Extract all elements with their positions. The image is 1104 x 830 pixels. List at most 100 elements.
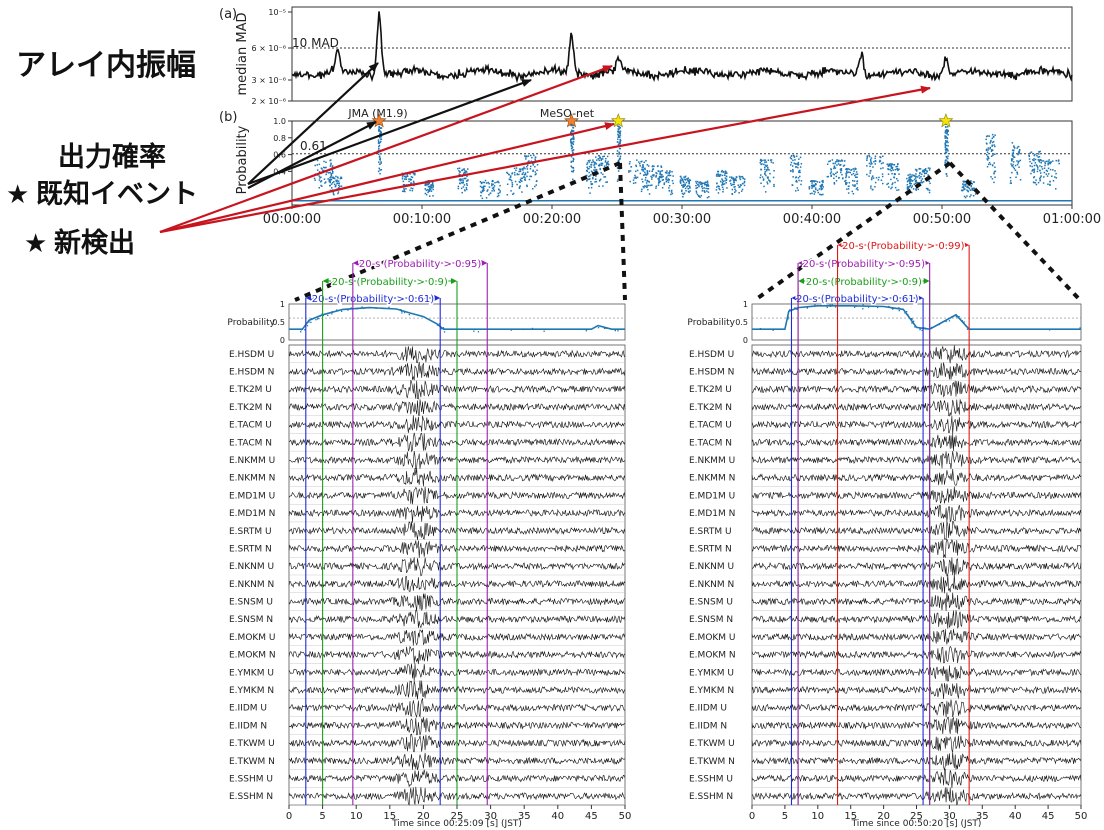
probability-point — [640, 190, 643, 193]
probability-point — [378, 161, 380, 163]
probability-point — [337, 182, 339, 184]
probability-point — [906, 188, 909, 191]
probability-point — [377, 140, 380, 143]
probability-point — [401, 176, 404, 178]
probability-point — [718, 174, 720, 177]
probability-point — [764, 168, 766, 171]
probability-point — [946, 175, 948, 177]
probability-point — [636, 176, 639, 179]
probability-point — [811, 187, 813, 189]
probability-point — [1047, 167, 1050, 170]
probability-point — [649, 184, 652, 187]
zoom-prob-point — [796, 308, 798, 310]
event-label-jma: JMA (M1.9) — [347, 107, 407, 120]
probability-point — [532, 162, 534, 165]
probability-point — [817, 191, 819, 194]
probability-point — [635, 170, 637, 173]
probability-point — [1049, 168, 1052, 171]
zoom-prob-point — [930, 326, 933, 329]
probability-point — [521, 180, 523, 182]
probability-point — [789, 169, 792, 172]
station-label: E.TK2M U — [229, 385, 272, 395]
zoom-prob-point — [892, 308, 894, 310]
probability-point — [431, 187, 433, 189]
probability-point — [506, 183, 509, 185]
panel-b-xtick-label: 01:00:00 — [1043, 212, 1101, 227]
probability-point — [658, 170, 660, 172]
probability-point — [892, 169, 894, 171]
probability-point — [987, 149, 989, 151]
probability-point — [492, 183, 494, 186]
zoom-prob-point — [401, 310, 403, 312]
probability-point — [320, 180, 323, 182]
probability-point — [833, 173, 835, 176]
probability-point — [684, 184, 686, 186]
probability-point — [634, 174, 636, 177]
probability-point — [810, 180, 812, 182]
probability-point — [794, 159, 796, 161]
probability-point — [840, 164, 842, 166]
probability-point — [965, 182, 968, 185]
probability-point — [1039, 177, 1041, 180]
probability-point — [401, 178, 404, 180]
zoom-prob-point — [300, 329, 302, 331]
probability-point — [653, 174, 655, 176]
zoom-prob-point — [806, 307, 808, 309]
probability-point — [913, 178, 916, 181]
probability-point — [1041, 166, 1043, 168]
probability-point — [887, 168, 889, 170]
probability-point — [820, 194, 823, 196]
station-label: E.TK2M N — [689, 403, 732, 413]
probability-point — [660, 170, 662, 173]
probability-point — [331, 172, 334, 174]
probability-point — [962, 181, 965, 183]
probability-point — [334, 185, 337, 188]
zoom-prob-point — [854, 306, 856, 308]
probability-point — [331, 181, 334, 184]
probability-point — [966, 186, 968, 189]
probability-point — [797, 163, 800, 166]
probability-point — [695, 184, 697, 187]
probability-point — [1014, 164, 1017, 167]
probability-point — [380, 161, 382, 163]
probability-point — [572, 178, 574, 181]
probability-point — [655, 175, 657, 177]
probability-point — [318, 171, 321, 173]
probability-point — [1030, 172, 1032, 175]
probability-point — [1014, 169, 1017, 171]
probability-point — [695, 182, 698, 184]
probability-point — [986, 135, 989, 137]
probability-point — [964, 183, 966, 186]
known-events-annotation: 既知イベント — [36, 179, 198, 210]
zoom-prob-point — [898, 310, 900, 312]
probability-point — [1049, 184, 1051, 186]
probability-point — [915, 173, 917, 175]
probability-point — [1016, 163, 1019, 166]
probability-point — [645, 182, 648, 184]
probability-point — [972, 195, 975, 197]
probability-point — [458, 173, 460, 175]
zoom-connector — [294, 161, 621, 302]
probability-point — [927, 187, 929, 190]
window-arrowhead-left — [798, 260, 805, 266]
probability-point — [945, 151, 948, 154]
probability-point — [836, 160, 838, 163]
station-label: E.MD1M U — [229, 491, 275, 501]
station-label: E.SSHM U — [229, 774, 273, 784]
probability-point — [651, 170, 653, 172]
probability-point — [741, 188, 744, 191]
probability-point — [589, 178, 591, 180]
probability-point — [1030, 151, 1033, 153]
panel-a-label: (a) — [219, 7, 237, 22]
probability-point — [671, 180, 674, 182]
probability-point — [796, 187, 799, 189]
probability-point — [829, 172, 832, 175]
probability-point — [514, 174, 516, 176]
probability-point — [1032, 181, 1035, 183]
probability-point — [890, 187, 892, 190]
probability-point — [874, 181, 877, 184]
probability-point — [1040, 172, 1042, 174]
probability-point — [619, 157, 621, 159]
probability-point — [720, 171, 723, 173]
probability-point — [600, 162, 602, 165]
